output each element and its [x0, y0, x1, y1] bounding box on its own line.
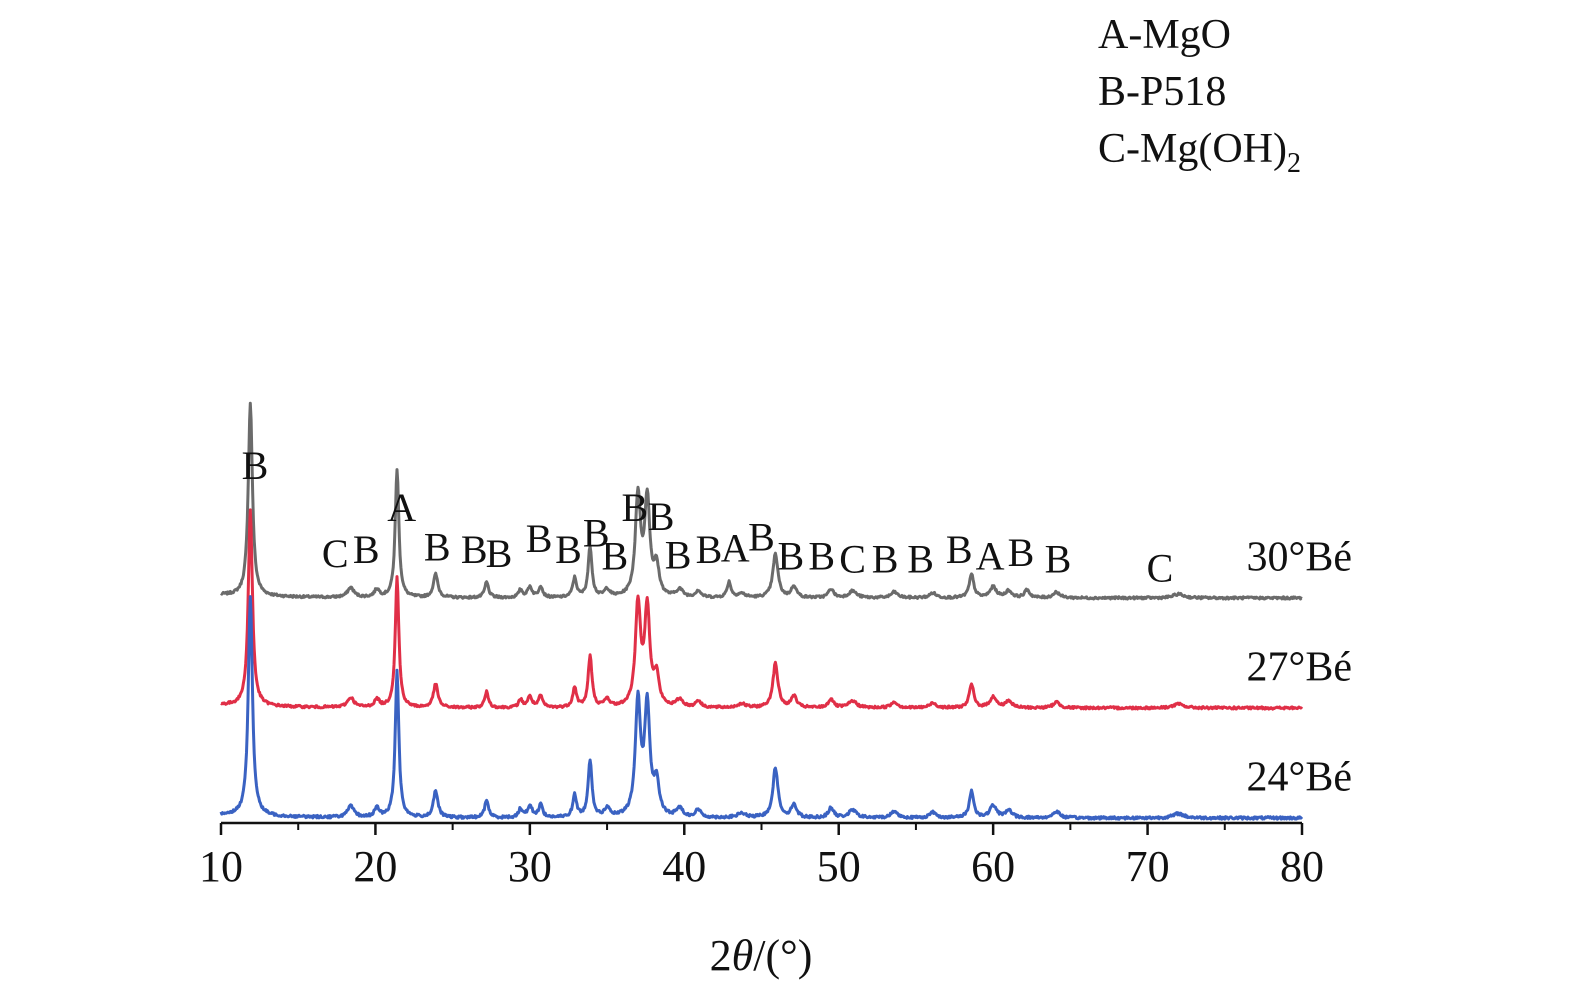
legend-entry: B-P518 [1098, 69, 1226, 115]
peak-annotation: B [353, 527, 380, 572]
peak-annotation: B [526, 516, 553, 561]
peak-annotation: C [839, 537, 866, 582]
peak-annotation: B [1045, 537, 1072, 582]
series-layer: 30°Bé 27°Bé 24°Bé [219, 401, 1352, 821]
peak-annotation: A [387, 485, 416, 530]
x-tick-label: 80 [1280, 842, 1324, 891]
series-label: 27°Bé [1247, 645, 1352, 691]
peak-annotation: B [808, 533, 835, 578]
peak-annotation: B [583, 510, 610, 555]
series-label: 24°Bé [1247, 755, 1352, 801]
x-tick-label: 70 [1126, 842, 1170, 891]
series-label: 30°Bé [1247, 535, 1352, 581]
x-tick-label: 20 [353, 842, 397, 891]
legend-entry: A-MgO [1098, 12, 1231, 58]
peak-annotation: C [1147, 546, 1174, 591]
peak-annotation: B [665, 532, 692, 577]
legend-entry: C-Mg(OH)2 [1098, 126, 1301, 179]
x-tick-label: 60 [971, 842, 1015, 891]
x-axis: 10 20 30 40 50 60 70 80 [199, 821, 1324, 891]
peak-annotation: B [555, 527, 582, 572]
x-tick-label: 40 [662, 842, 706, 891]
peak-annotation: B [622, 485, 649, 530]
series-line [219, 595, 1304, 821]
series-line [220, 401, 1303, 601]
legend: A-MgO B-P518 C-Mg(OH)2 [1098, 12, 1301, 179]
x-tick-label: 30 [508, 842, 552, 891]
peak-annotation: B [424, 525, 451, 570]
x-tick-label: 50 [817, 842, 861, 891]
peak-annotation: B [748, 515, 775, 560]
peak-annotation: A [976, 533, 1005, 578]
peak-annotation: B [601, 533, 628, 578]
peak-annotation: A [721, 526, 750, 571]
x-axis-title: 2θ/(°) [710, 931, 813, 980]
peak-annotation: B [1008, 530, 1035, 575]
peak-annotation: B [696, 527, 723, 572]
peak-annotation: B [946, 527, 973, 572]
x-axis-ticks: 10 20 30 40 50 60 70 80 [199, 823, 1324, 891]
series-line [220, 508, 1304, 711]
peak-annotation: B [242, 443, 269, 488]
peak-annotation-layer: BC BAB BB B B BBB BB BAB B B C B B B A B B C [242, 443, 1174, 590]
peak-annotation: B [907, 537, 934, 582]
peak-annotation: B [461, 527, 488, 572]
peak-annotation: C [322, 531, 349, 576]
x-tick-label: 10 [199, 842, 243, 891]
peak-annotation: B [486, 531, 513, 576]
peak-annotation: B [872, 537, 899, 582]
peak-annotation: B [777, 533, 804, 578]
peak-annotation: B [648, 494, 675, 539]
